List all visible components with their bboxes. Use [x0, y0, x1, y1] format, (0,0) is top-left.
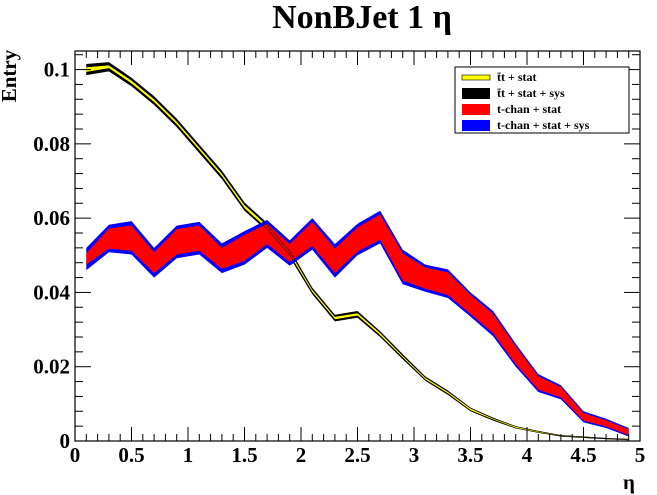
y-tick-label: 0.1: [44, 58, 70, 82]
x-tick-label: 0.5: [118, 443, 144, 467]
x-tick-label: 1.5: [231, 443, 257, 467]
ttbar-edge-high: [86, 64, 629, 440]
y-tick-label: 0: [60, 429, 71, 453]
axis-ticks: 0 0.5 1 1.5 2 2.5 3 3.5 4 4.5 5 0 0.02 0.04 0.06 0.08 0.…: [33, 51, 645, 467]
data-bands: [86, 62, 629, 441]
band-t-chan-stat: [86, 214, 629, 436]
legend-label: t̄t + stat: [497, 70, 537, 84]
x-tick-label: 4.5: [570, 443, 596, 467]
y-tick-label: 0.06: [33, 206, 70, 230]
legend-label: t-chan + stat + sys: [497, 118, 590, 132]
y-tick-label: 0.02: [33, 355, 70, 379]
x-axis-label: η: [623, 470, 635, 494]
x-tick-label: 0: [70, 443, 81, 467]
legend: t̄t + stat t̄t + stat + sys t-chan + stat t…: [454, 66, 630, 134]
legend-swatch: [462, 104, 490, 115]
x-tick-label: 3.5: [457, 443, 483, 467]
legend-swatch: [462, 88, 490, 99]
legend-swatch: [461, 74, 491, 81]
legend-label: t-chan + stat: [497, 102, 561, 116]
x-tick-label: 3: [409, 443, 420, 467]
x-tick-label: 5: [635, 443, 646, 467]
ttbar-edge-low: [86, 68, 629, 441]
legend-label: t̄t + stat + sys: [497, 86, 565, 100]
x-tick-label: 2.5: [344, 443, 370, 467]
x-tick-label: 1: [183, 443, 194, 467]
y-axis-label: Entry: [0, 49, 21, 102]
x-tick-label: 2: [296, 443, 307, 467]
x-tick-label: 4: [522, 443, 533, 467]
chart-title: NonBJet 1 η: [272, 0, 452, 36]
y-tick-label: 0.04: [33, 280, 70, 304]
y-tick-label: 0.08: [33, 132, 70, 156]
legend-swatch: [462, 120, 490, 131]
